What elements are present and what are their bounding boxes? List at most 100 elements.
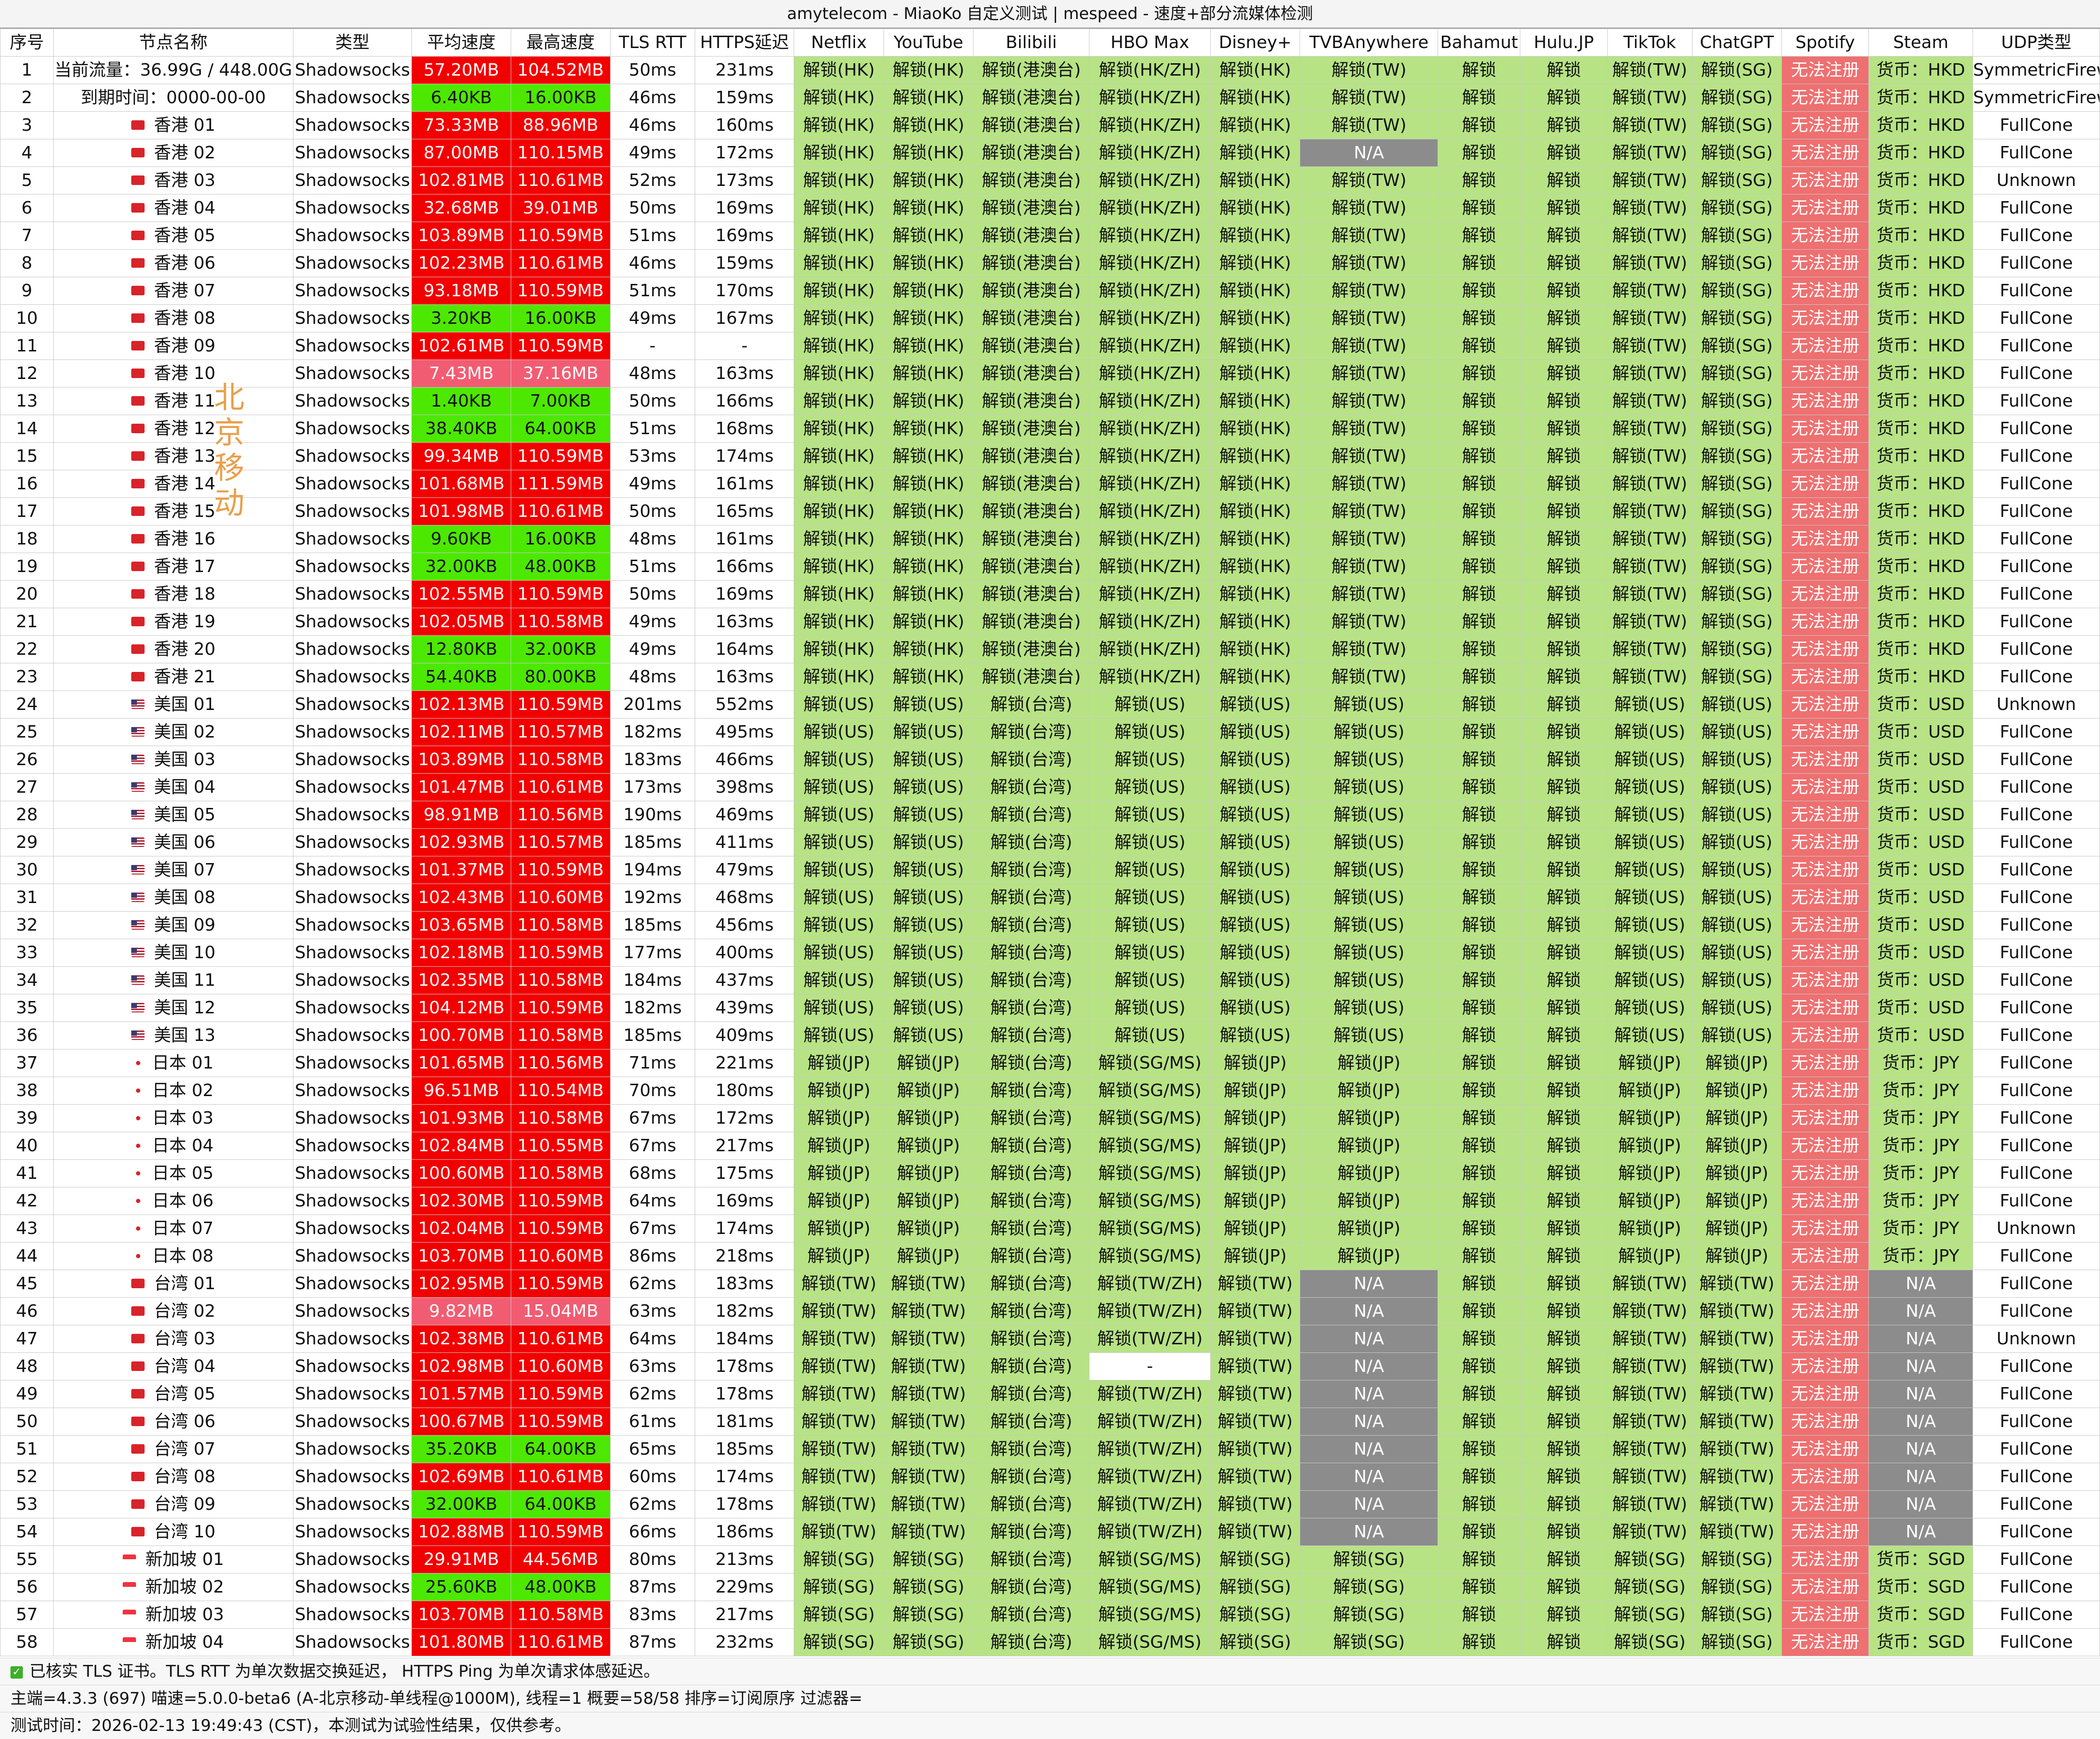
cell-type: Shadowsocks	[292, 994, 412, 1022]
cell-udp-type-text: FullCone	[2000, 1384, 2073, 1404]
cell-udp-type-text: FullCone	[2000, 253, 2073, 273]
cell-index-text: 10	[16, 309, 38, 328]
cell-type-text: Shadowsocks	[294, 1439, 410, 1459]
cell-hbo-max: 解锁(HK/ZH)	[1089, 332, 1211, 360]
cell-netflix-text: 解锁(HK)	[803, 419, 875, 438]
cell-disney: 解锁(HK)	[1210, 359, 1301, 388]
cell-disney: 解锁(JP)	[1210, 1132, 1301, 1160]
cell-hbo-max-text: 解锁(SG/MS)	[1098, 1219, 1202, 1238]
cell-tls-rtt: 61ms	[610, 1408, 695, 1436]
cell-tls-rtt-text: 46ms	[629, 116, 676, 135]
col-header-hulu-jp: Hulu.JP	[1520, 29, 1608, 57]
cell-tls-rtt: 62ms	[610, 1380, 695, 1408]
cell-chatgpt: 解锁(US)	[1692, 690, 1782, 719]
cell-hulu-jp: 解锁	[1520, 608, 1608, 636]
cell-index: 18	[0, 525, 54, 553]
cell-tls-rtt-text: 173ms	[623, 777, 682, 797]
cell-max-speed-text: 110.61MB	[517, 1467, 604, 1486]
cell-max-speed: 110.59MB	[510, 690, 611, 719]
cell-bilibili: 解锁(台湾)	[973, 1187, 1090, 1215]
cell-https-delay-text: 160ms	[715, 116, 774, 135]
cell-tiktok: 解锁(TW)	[1607, 553, 1692, 581]
cell-spotify-text: 无法注册	[1791, 336, 1860, 356]
cell-hbo-max: 解锁(HK/ZH)	[1089, 580, 1211, 608]
cell-bahamut: 解锁	[1438, 111, 1521, 139]
cell-netflix: 解锁(US)	[794, 884, 884, 912]
cell-https-delay-text: 178ms	[715, 1384, 774, 1404]
cell-disney: 解锁(HK)	[1210, 442, 1301, 470]
cell-tls-rtt-text: 50ms	[629, 198, 676, 218]
cell-youtube: 解锁(HK)	[883, 359, 974, 388]
cell-index: 10	[0, 304, 54, 332]
cell-hbo-max-text: 解锁(US)	[1114, 915, 1186, 935]
cell-bilibili: 解锁(台湾)	[973, 1545, 1090, 1574]
cell-disney-text: 解锁(HK)	[1219, 336, 1291, 356]
cell-chatgpt: 解锁(SG)	[1692, 194, 1782, 222]
cell-tvbanywhere: 解锁(TW)	[1300, 415, 1439, 443]
cell-avg-speed: 35.20KB	[411, 1435, 511, 1463]
cell-disney-text: 解锁(TW)	[1217, 1467, 1293, 1486]
cell-node-name: 台湾 03	[53, 1325, 293, 1353]
cell-steam-text: 货币：HKD	[1876, 171, 1965, 190]
cell-disney: 解锁(HK)	[1210, 332, 1301, 360]
cell-avg-speed: 102.98MB	[411, 1352, 511, 1380]
cell-avg-speed-text: 100.60MB	[418, 1164, 505, 1183]
cell-type-text: Shadowsocks	[294, 1522, 410, 1542]
cell-bilibili-text: 解锁(港澳台)	[982, 364, 1081, 383]
cell-youtube: 解锁(HK)	[883, 415, 974, 443]
table-row: 22 香港 20 Shadowsocks 12.80KB 32.00KB 49ms 164m…	[0, 635, 2100, 663]
node-name-text: 台湾 10	[154, 1522, 216, 1542]
hk-flag-icon	[131, 203, 145, 213]
cell-hulu-jp-text: 解锁	[1546, 1357, 1581, 1376]
cell-udp-type: SymmetricFirewall	[1973, 84, 2100, 112]
cell-bilibili: 解锁(台湾)	[973, 690, 1090, 719]
cell-tls-rtt-text: 70ms	[629, 1081, 676, 1100]
cell-disney: 解锁(HK)	[1210, 525, 1301, 553]
cell-steam: 货币：USD	[1868, 746, 1974, 774]
node-name-text: 台湾 06	[154, 1412, 216, 1431]
cell-tiktok: 解锁(US)	[1607, 856, 1692, 884]
cell-tvbanywhere: 解锁(TW)	[1300, 580, 1439, 608]
cell-netflix-text: 解锁(US)	[803, 915, 875, 935]
cell-tls-rtt-text: 182ms	[623, 998, 682, 1018]
cell-tls-rtt-text: 65ms	[629, 1439, 676, 1459]
cell-chatgpt: 解锁(US)	[1692, 994, 1782, 1022]
cell-chatgpt: 解锁(JP)	[1692, 1242, 1782, 1270]
cell-udp-type: FullCone	[1973, 1077, 2100, 1105]
cell-hulu-jp-text: 解锁	[1546, 281, 1581, 301]
table-row: 29 美国 06 Shadowsocks 102.93MB 110.57MB 185ms 4…	[0, 828, 2100, 856]
cell-index: 44	[0, 1242, 54, 1270]
cell-chatgpt-text: 解锁(SG)	[1701, 667, 1773, 687]
cell-hulu-jp: 解锁	[1520, 773, 1608, 801]
cell-disney-text: 解锁(HK)	[1219, 667, 1291, 687]
cell-netflix: 解锁(HK)	[794, 635, 884, 663]
cell-bilibili: 解锁(港澳台)	[973, 525, 1090, 553]
cell-tls-rtt-text: 182ms	[623, 722, 682, 742]
tw-flag-icon	[131, 1472, 145, 1481]
cell-max-speed: 110.59MB	[510, 1270, 611, 1298]
cell-type-text: Shadowsocks	[294, 1329, 410, 1349]
cell-tiktok-text: 解锁(JP)	[1618, 1108, 1682, 1128]
cell-bahamut-text: 解锁	[1462, 474, 1497, 494]
cell-udp-type-text: FullCone	[2000, 915, 2073, 935]
cell-udp-type: FullCone	[1973, 1628, 2100, 1656]
cell-tvbanywhere-text: N/A	[1353, 1412, 1384, 1431]
cell-node-name: 美国 12	[53, 994, 293, 1022]
cell-hbo-max: 解锁(HK/ZH)	[1089, 415, 1211, 443]
cell-tls-rtt: 49ms	[610, 304, 695, 332]
cell-bahamut: 解锁	[1438, 222, 1521, 250]
cell-chatgpt: 解锁(SG)	[1692, 553, 1782, 581]
cell-hbo-max-text: 解锁(US)	[1114, 805, 1186, 825]
cell-tvbanywhere: N/A	[1300, 1297, 1439, 1325]
cell-bahamut-text: 解锁	[1462, 253, 1497, 273]
cell-type-text: Shadowsocks	[294, 281, 410, 301]
cell-tvbanywhere: N/A	[1300, 1518, 1439, 1546]
cell-type: Shadowsocks	[292, 277, 412, 305]
cell-udp-type-text: FullCone	[2000, 1302, 2073, 1321]
cell-tls-rtt-text: 177ms	[623, 943, 682, 962]
cell-https-delay-text: 178ms	[715, 1495, 774, 1514]
cell-https-delay: 185ms	[694, 1435, 795, 1463]
cell-bilibili: 解锁(台湾)	[973, 856, 1090, 884]
cell-node-name: 日本 01	[53, 1049, 293, 1077]
cell-tvbanywhere: N/A	[1300, 1270, 1439, 1298]
